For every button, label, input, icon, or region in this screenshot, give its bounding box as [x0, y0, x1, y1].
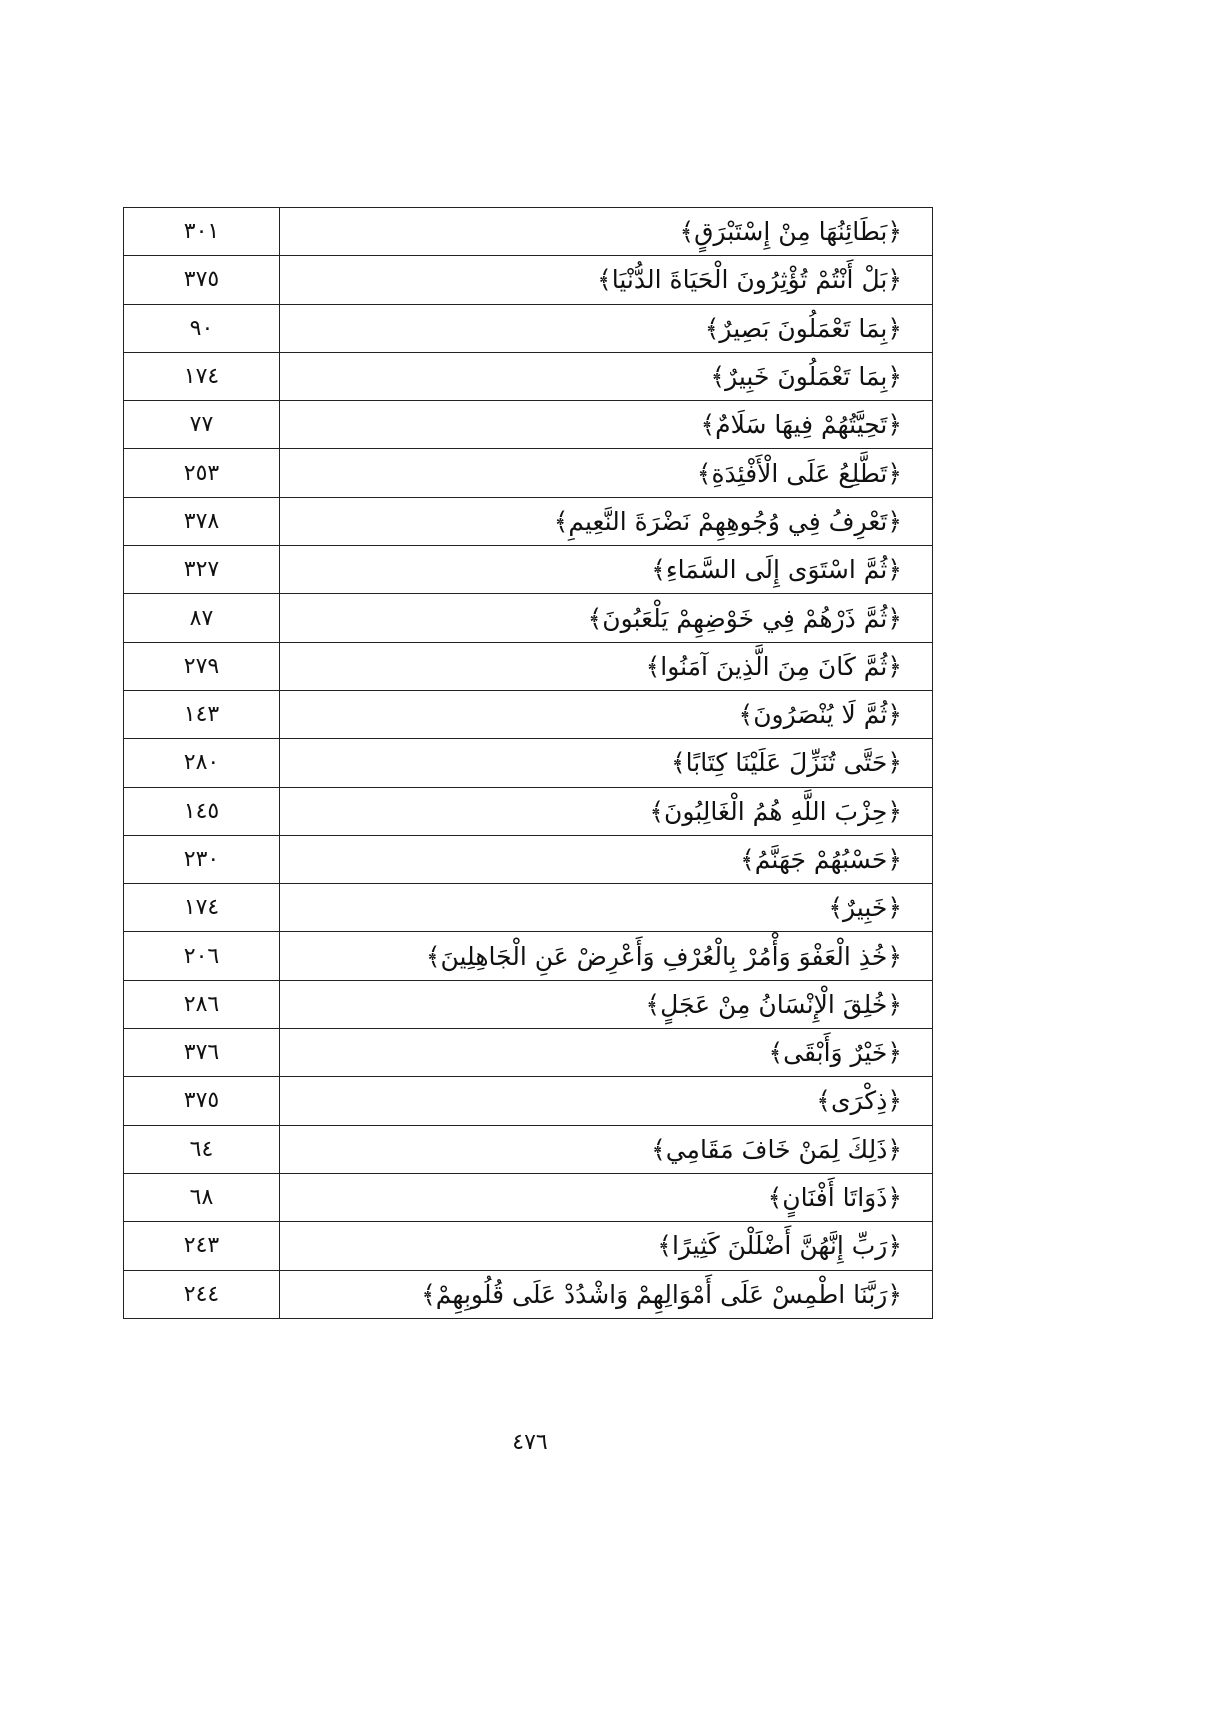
quran-phrase: ﴿حِزْبَ اللَّهِ هُمُ الْغَالِبُونَ﴾: [279, 786, 933, 836]
table-row: ٣٧٥ ﴿بَلْ أَنْتُمْ تُؤْثِرُونَ الْحَيَاةَ…: [123, 255, 933, 305]
table-row: ٦٨ ﴿ذَوَاتَا أَفْنَانٍ﴾: [123, 1172, 933, 1223]
page-reference: ٣٧٦: [123, 1028, 280, 1078]
quran-phrase: ﴿تَطَّلِعُ عَلَى الْأَفْئِدَةِ﴾: [279, 448, 933, 498]
quran-phrase: ﴿بَلْ أَنْتُمْ تُؤْثِرُونَ الْحَيَاةَ ال…: [279, 255, 933, 305]
page-reference: ٣٧٥: [123, 255, 280, 305]
quran-phrase: ﴿حَسْبُهُمْ جَهَنَّمُ﴾: [279, 834, 933, 885]
table-row: ٣٧٦ ﴿خَيْرٌ وَأَبْقَى﴾: [123, 1028, 933, 1078]
table-row: ٢٨٦ ﴿خُلِقَ الْإِنْسَانُ مِنْ عَجَلٍ﴾: [123, 979, 933, 1030]
table-row: ٣٧٥ ﴿ذِكْرَى﴾: [123, 1076, 933, 1126]
table-row: ٢٠٦ ﴿خُذِ الْعَفْوَ وَأْمُرْ بِالْعُرْفِ …: [123, 931, 933, 981]
table-row: ٩٠ ﴿بِمَا تَعْمَلُونَ بَصِيرٌ﴾: [123, 303, 933, 353]
quran-phrase: ﴿بَطَائِنُهَا مِنْ إِسْتَبْرَقٍ﴾: [279, 206, 933, 257]
quran-phrase: ﴿رَبِّ إِنَّهُنَّ أَضْلَلْنَ كَثِيرًا﴾: [279, 1221, 933, 1271]
quran-phrase: ﴿تَحِيَّتُهُمْ فِيهَا سَلَامٌ﴾: [279, 400, 933, 450]
quran-phrase: ﴿ذَلِكَ لِمَنْ خَافَ مَقَامِي﴾: [279, 1124, 933, 1174]
table-row: ٢٨٠ ﴿حَتَّى تُنَزِّلَ عَلَيْنَا كِتَابًا﴾: [123, 738, 933, 788]
page-reference: ١٧٤: [123, 883, 280, 933]
page-reference: ٢٥٣: [123, 448, 280, 498]
table-row: ٧٧ ﴿تَحِيَّتُهُمْ فِيهَا سَلَامٌ﴾: [123, 400, 933, 450]
quran-phrase: ﴿بِمَا تَعْمَلُونَ بَصِيرٌ﴾: [279, 303, 933, 353]
page-reference: ٣٢٧: [123, 545, 280, 595]
page-reference: ٣٠١: [123, 206, 280, 257]
quran-phrase: ﴿بِمَا تَعْمَلُونَ خَبِيرٌ﴾: [279, 351, 933, 402]
quran-phrase: ﴿حَتَّى تُنَزِّلَ عَلَيْنَا كِتَابًا﴾: [279, 738, 933, 788]
page-reference: ٢٠٦: [123, 931, 280, 981]
table-row: ٢٧٩ ﴿ثُمَّ كَانَ مِنَ الَّذِينَ آمَنُوا﴾: [123, 641, 933, 691]
page-reference: ٢٤٤: [123, 1269, 280, 1319]
quran-phrase: ﴿ذِكْرَى﴾: [279, 1076, 933, 1126]
page-reference: ٣٧٥: [123, 1076, 280, 1126]
page-number: ٤٧٦: [512, 1430, 548, 1455]
quran-phrase: ﴿ثُمَّ ذَرْهُمْ فِي خَوْضِهِمْ يَلْعَبُو…: [279, 593, 933, 643]
page-reference: ٢٤٣: [123, 1221, 280, 1271]
page-reference: ٦٨: [123, 1172, 280, 1223]
page-reference: ٩٠: [123, 303, 280, 353]
quran-phrase: ﴿خَبِيرٌ﴾: [279, 883, 933, 933]
table-row: ٢٤٤ ﴿رَبَّنَا اطْمِسْ عَلَى أَمْوَالِهِمْ…: [123, 1269, 933, 1319]
table-row: ٢٣٠ ﴿حَسْبُهُمْ جَهَنَّمُ﴾: [123, 834, 933, 885]
quran-phrase: ﴿ذَوَاتَا أَفْنَانٍ﴾: [279, 1172, 933, 1223]
table-row: ١٤٣ ﴿ثُمَّ لَا يُنْصَرُونَ﴾: [123, 689, 933, 740]
page-reference: ٣٧٨: [123, 496, 280, 547]
table-row: ٦٤ ﴿ذَلِكَ لِمَنْ خَافَ مَقَامِي﴾: [123, 1124, 933, 1174]
quran-phrase: ﴿ثُمَّ اسْتَوَى إِلَى السَّمَاءِ﴾: [279, 545, 933, 595]
quran-phrase: ﴿ثُمَّ كَانَ مِنَ الَّذِينَ آمَنُوا﴾: [279, 641, 933, 691]
index-table: ٣٠١ ﴿بَطَائِنُهَا مِنْ إِسْتَبْرَقٍ﴾ ٣٧٥ ﴿ب…: [123, 206, 933, 1319]
index-table-body: ٣٠١ ﴿بَطَائِنُهَا مِنْ إِسْتَبْرَقٍ﴾ ٣٧٥ ﴿ب…: [123, 206, 933, 1319]
page-reference: ٢٧٩: [123, 641, 280, 691]
page-reference: ٢٨٠: [123, 738, 280, 788]
table-row: ١٧٤ ﴿بِمَا تَعْمَلُونَ خَبِيرٌ﴾: [123, 351, 933, 402]
page-reference: ١٤٣: [123, 689, 280, 740]
page-reference: ٧٧: [123, 400, 280, 450]
page-reference: ٨٧: [123, 593, 280, 643]
table-row: ٨٧ ﴿ثُمَّ ذَرْهُمْ فِي خَوْضِهِمْ يَلْعَب…: [123, 593, 933, 643]
page-reference: ٦٤: [123, 1124, 280, 1174]
quran-phrase: ﴿رَبَّنَا اطْمِسْ عَلَى أَمْوَالِهِمْ وَ…: [279, 1269, 933, 1319]
page-reference: ٢٨٦: [123, 979, 280, 1030]
quran-phrase: ﴿خُلِقَ الْإِنْسَانُ مِنْ عَجَلٍ﴾: [279, 979, 933, 1030]
quran-phrase: ﴿ثُمَّ لَا يُنْصَرُونَ﴾: [279, 689, 933, 740]
table-row: ٣٠١ ﴿بَطَائِنُهَا مِنْ إِسْتَبْرَقٍ﴾: [123, 206, 933, 257]
quran-phrase: ﴿خُذِ الْعَفْوَ وَأْمُرْ بِالْعُرْفِ وَأ…: [279, 931, 933, 981]
page-reference: ٢٣٠: [123, 834, 280, 885]
table-row: ١٧٤ ﴿خَبِيرٌ﴾: [123, 883, 933, 933]
page-reference: ١٤٥: [123, 786, 280, 836]
page-reference: ١٧٤: [123, 351, 280, 402]
table-row: ٢٥٣ ﴿تَطَّلِعُ عَلَى الْأَفْئِدَةِ﴾: [123, 448, 933, 498]
table-row: ١٤٥ ﴿حِزْبَ اللَّهِ هُمُ الْغَالِبُونَ﴾: [123, 786, 933, 836]
table-row: ٣٢٧ ﴿ثُمَّ اسْتَوَى إِلَى السَّمَاءِ﴾: [123, 545, 933, 595]
table-row: ٢٤٣ ﴿رَبِّ إِنَّهُنَّ أَضْلَلْنَ كَثِيرًا…: [123, 1221, 933, 1271]
quran-phrase: ﴿تَعْرِفُ فِي وُجُوهِهِمْ نَضْرَةَ النَّ…: [279, 496, 933, 547]
table-row: ٣٧٨ ﴿تَعْرِفُ فِي وُجُوهِهِمْ نَضْرَةَ ال…: [123, 496, 933, 547]
quran-phrase: ﴿خَيْرٌ وَأَبْقَى﴾: [279, 1028, 933, 1078]
